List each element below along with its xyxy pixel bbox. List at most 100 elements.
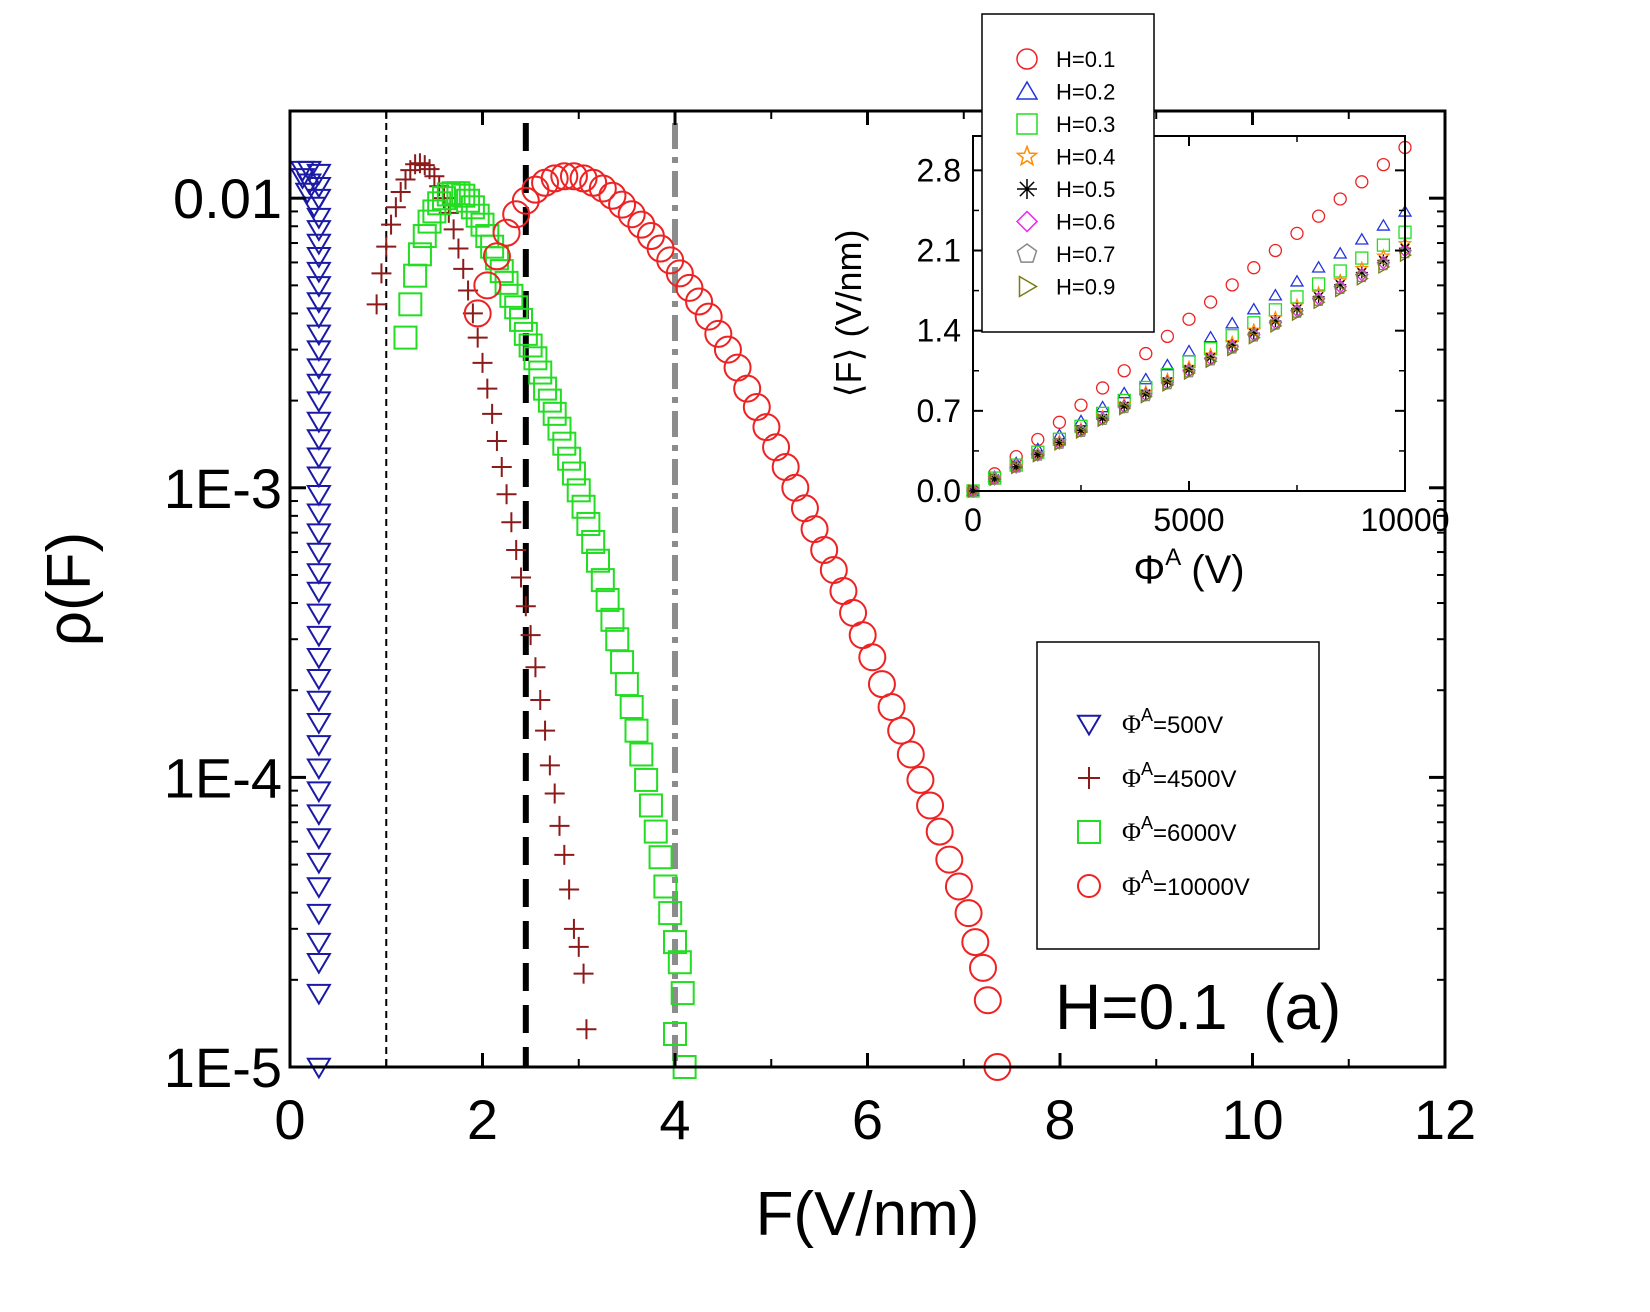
- data-point: [552, 431, 577, 456]
- data-point: [559, 879, 580, 900]
- data-point: [482, 403, 503, 424]
- inset-data-point: [1335, 283, 1348, 298]
- data-point: [482, 242, 511, 271]
- series-4500v: [366, 153, 597, 1040]
- data-point: [610, 650, 635, 675]
- main-x-tick-label: 0: [274, 1088, 305, 1151]
- data-point: [306, 207, 332, 230]
- legend-marker: [1076, 714, 1102, 737]
- reference-lines: [385, 111, 678, 1067]
- data-point: [414, 155, 435, 176]
- inset-data-point: [1311, 260, 1326, 273]
- data-point: [781, 473, 810, 502]
- inset-legend: H=0.1 H=0.2 H=0.3 H=0.4 H=0.5 H=0.6 H=0.7 H=0.9: [981, 13, 1155, 333]
- inset-data-point: [989, 472, 1002, 487]
- inset-data-point: [1378, 259, 1391, 275]
- data-point: [544, 783, 565, 804]
- inset-data-point: [1225, 316, 1240, 329]
- series-6000v: [393, 181, 697, 1079]
- data-point: [530, 690, 551, 711]
- data-point: [887, 716, 916, 745]
- inset-y-tick-label: 0.7: [917, 393, 961, 429]
- inset-data-point: [1334, 278, 1347, 291]
- main-axis-ticks: 0 2 4 6 8 10 12 1E-5 1E-4 1E-3 0.01: [164, 110, 1476, 1151]
- inset-legend-label: H=0.1: [1056, 47, 1115, 72]
- data-point: [665, 259, 694, 288]
- inset-data-point: [1290, 290, 1304, 304]
- data-point: [494, 270, 519, 295]
- legend-label-symbol: Φ: [1122, 872, 1141, 901]
- legend-marker: [1078, 767, 1100, 789]
- data-point: [713, 335, 742, 364]
- data-point: [460, 195, 485, 220]
- data-point: [306, 668, 332, 691]
- main-x-tick-label: 10: [1221, 1088, 1283, 1151]
- data-point: [436, 182, 461, 207]
- inset-data-point: [1227, 342, 1240, 357]
- inset-legend-label: H=0.7: [1056, 242, 1115, 267]
- data-point: [306, 233, 332, 256]
- data-point: [595, 587, 620, 612]
- inset-data-point: [1011, 460, 1024, 475]
- data-point: [393, 325, 418, 350]
- data-point: [627, 210, 656, 239]
- inset-x-axis-label-symbol: Φ: [1133, 548, 1165, 592]
- data-point: [477, 378, 498, 399]
- data-point: [390, 182, 411, 203]
- data-point: [771, 452, 800, 481]
- data-point: [306, 713, 332, 735]
- legend-label-symbol: Φ: [1122, 818, 1141, 847]
- inset-data-point: [1160, 329, 1175, 344]
- data-point: [306, 429, 332, 451]
- inset-data-point: [1054, 436, 1067, 451]
- inset-legend-label: H=0.9: [1056, 275, 1115, 300]
- data-point: [385, 197, 406, 218]
- inset-data-point: [1355, 266, 1368, 279]
- main-x-tick-label: 2: [467, 1088, 498, 1151]
- data-point: [685, 287, 714, 316]
- inset-data-point: [1333, 192, 1347, 206]
- main-y-tick-label: 1E-5: [164, 1036, 282, 1099]
- data-point: [573, 963, 594, 984]
- data-point: [501, 512, 522, 533]
- data-point: [306, 932, 332, 955]
- inset-legend-marker: [1016, 243, 1038, 263]
- data-point: [366, 294, 387, 315]
- data-point: [462, 303, 483, 324]
- inset-data-point: [1097, 413, 1110, 428]
- inset-legend-marker: [1015, 80, 1039, 100]
- data-point: [398, 292, 423, 317]
- data-point: [667, 950, 692, 975]
- data-point: [306, 758, 332, 781]
- data-point: [643, 819, 668, 844]
- data-point: [296, 160, 322, 183]
- data-point: [653, 874, 678, 899]
- inset-legend-box: [981, 13, 1155, 333]
- data-point: [306, 220, 332, 242]
- series-500v: [289, 160, 332, 1080]
- data-point: [762, 433, 791, 462]
- data-point: [381, 214, 402, 235]
- inset-x-tick-label: 0: [964, 502, 982, 538]
- data-point: [624, 718, 649, 743]
- legend-box: [1036, 641, 1320, 950]
- data-point: [306, 903, 332, 926]
- data-point: [496, 484, 517, 505]
- inset-data-point: [1162, 377, 1175, 392]
- data-point: [306, 176, 332, 199]
- data-point: [424, 166, 445, 187]
- data-point: [973, 986, 1002, 1015]
- inset-data-point: [1075, 424, 1087, 437]
- data-point: [403, 263, 428, 288]
- data-point: [539, 755, 560, 776]
- data-point: [486, 431, 507, 452]
- series-10000v: [463, 162, 1012, 1081]
- inset-data-point: [1291, 302, 1303, 315]
- data-point: [608, 190, 637, 219]
- inset-x-axis-label-unit: (V): [1191, 548, 1244, 592]
- data-point: [819, 556, 848, 585]
- data-point: [412, 224, 437, 249]
- data-point: [588, 174, 617, 203]
